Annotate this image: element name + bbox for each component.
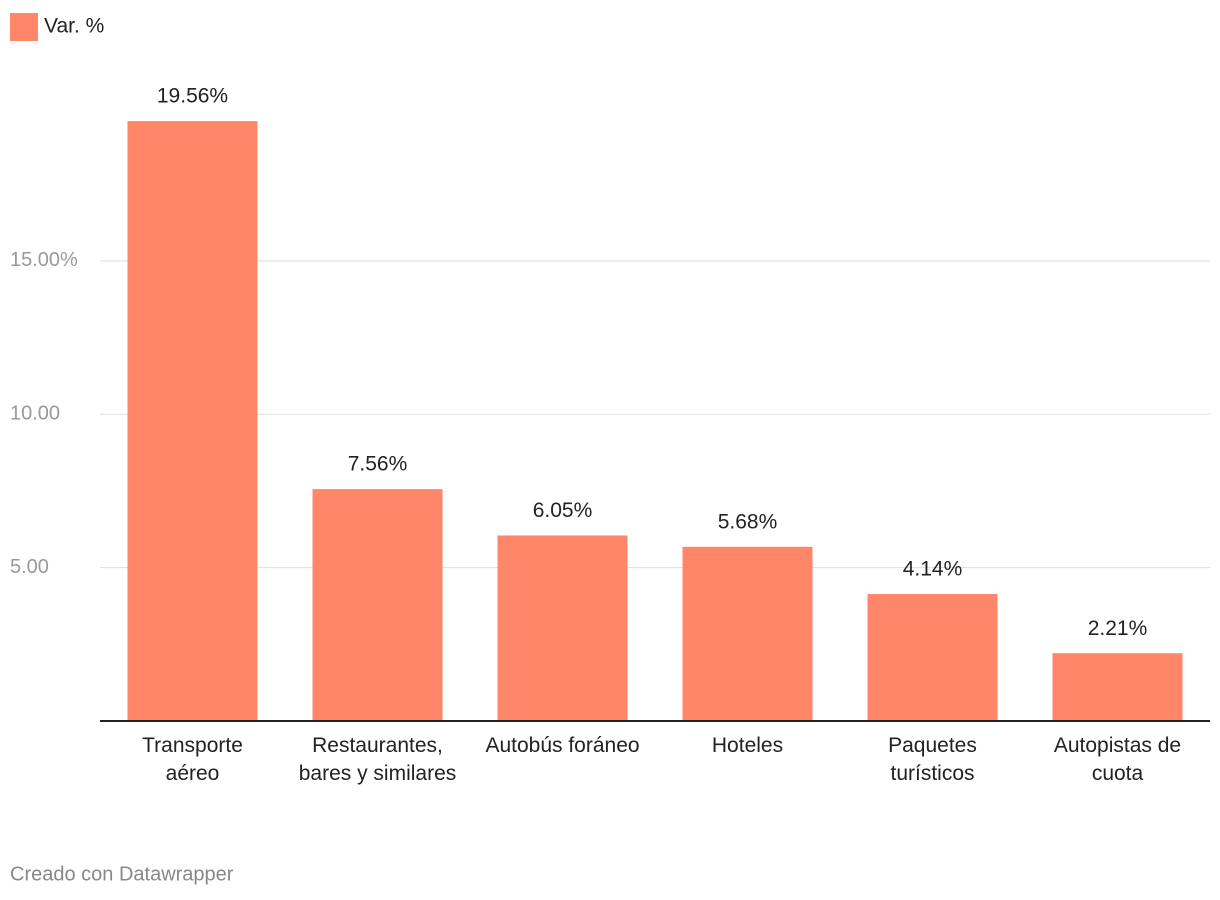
bar (312, 489, 443, 721)
value-label: 19.56% (157, 85, 228, 108)
x-tick-label: Autobús foráneo (485, 734, 640, 757)
bar (497, 535, 628, 721)
legend-label: Var. % (44, 15, 104, 38)
value-label: 6.05% (533, 499, 593, 522)
x-tick-label: Paquetes turísticos (888, 734, 977, 785)
y-tick-label: 10.00 (10, 403, 60, 425)
footer: Creado con Datawrapper (10, 863, 234, 885)
x-tick-label: Restaurantes, bares y similares (298, 734, 457, 785)
bar (127, 121, 258, 722)
value-label: 7.56% (348, 453, 408, 476)
value-label: 2.21% (1088, 617, 1148, 640)
x-tick-label: Hoteles (711, 734, 784, 757)
x-tick-label: Autopistas de cuota (1053, 734, 1182, 785)
value-label: 4.14% (903, 558, 963, 581)
legend-swatch (10, 13, 38, 41)
y-tick-label: 5.00 (10, 556, 49, 578)
bar (867, 594, 998, 721)
value-label: 5.68% (718, 510, 778, 533)
y-tick-label: 15.00% (10, 249, 78, 271)
bar (682, 546, 813, 721)
x-tick-label: Transporte aéreo (142, 734, 243, 785)
bar (1052, 653, 1183, 721)
